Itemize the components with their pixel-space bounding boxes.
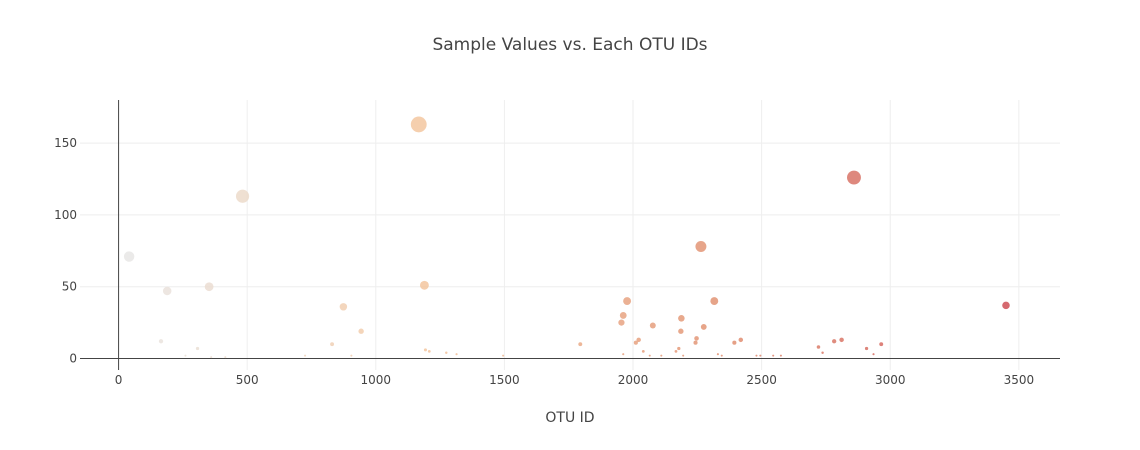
data-point[interactable] [619, 312, 627, 319]
data-point[interactable] [350, 354, 353, 357]
data-point[interactable] [622, 353, 625, 356]
data-point[interactable] [700, 324, 707, 330]
data-point[interactable] [455, 353, 458, 356]
data-point[interactable] [716, 353, 719, 356]
data-point[interactable] [235, 189, 250, 203]
data-point[interactable] [410, 116, 427, 133]
x-tick-label: 3500 [1004, 373, 1035, 387]
data-point[interactable] [578, 342, 583, 347]
data-point[interactable] [204, 282, 214, 292]
data-point[interactable] [649, 322, 656, 329]
grid-lines [80, 100, 1060, 370]
data-point[interactable] [358, 328, 364, 334]
x-tick-label: 2000 [618, 373, 649, 387]
data-point[interactable] [677, 346, 681, 351]
x-axis-title: OTU ID [545, 410, 594, 426]
data-point[interactable] [158, 339, 164, 344]
data-point[interactable] [755, 354, 758, 357]
x-tick-label: 2500 [746, 373, 777, 387]
data-point[interactable] [682, 354, 685, 357]
data-point[interactable] [210, 356, 213, 359]
y-tick-label: 0 [69, 352, 77, 366]
data-point[interactable] [694, 336, 699, 341]
data-points[interactable] [123, 116, 1010, 359]
data-point[interactable] [821, 351, 824, 355]
data-point[interactable] [623, 297, 632, 305]
data-point[interactable] [618, 319, 625, 326]
data-point[interactable] [123, 251, 135, 262]
tick-labels: 0 500 1000 1500 2000 2500 3000 3500 0 50 100 150 [54, 136, 1034, 387]
data-point[interactable] [879, 342, 884, 347]
data-point[interactable] [674, 349, 678, 353]
x-tick-label: 500 [236, 373, 259, 387]
data-point[interactable] [839, 337, 844, 343]
data-point[interactable] [720, 354, 723, 357]
data-point[interactable] [641, 349, 645, 353]
data-point[interactable] [759, 354, 762, 357]
x-tick-label: 1000 [361, 373, 392, 387]
data-point[interactable] [648, 354, 651, 357]
data-point[interactable] [732, 340, 737, 345]
data-point[interactable] [678, 328, 684, 334]
data-point[interactable] [636, 337, 641, 343]
data-point[interactable] [738, 337, 744, 343]
x-tick-label: 3000 [875, 373, 906, 387]
data-point[interactable] [772, 354, 775, 357]
data-point[interactable] [502, 354, 505, 357]
x-tick-label: 1500 [489, 373, 520, 387]
data-point[interactable] [872, 353, 875, 356]
data-point[interactable] [339, 303, 348, 311]
data-point[interactable] [695, 241, 707, 252]
data-point[interactable] [678, 315, 685, 322]
data-point[interactable] [224, 356, 227, 359]
data-point[interactable] [330, 342, 335, 347]
data-point[interactable] [633, 340, 638, 345]
data-point[interactable] [693, 340, 698, 345]
data-point[interactable] [816, 345, 821, 349]
data-point[interactable] [864, 346, 869, 351]
data-point[interactable] [1002, 301, 1010, 310]
data-point[interactable] [660, 354, 663, 357]
x-tick-label: 0 [115, 373, 123, 387]
data-point[interactable] [847, 170, 861, 185]
data-point[interactable] [779, 354, 782, 357]
data-point[interactable] [184, 354, 187, 357]
data-point[interactable] [162, 286, 172, 296]
y-tick-label: 100 [54, 208, 77, 222]
data-point[interactable] [423, 348, 427, 352]
data-point[interactable] [419, 280, 429, 290]
data-point[interactable] [304, 354, 307, 357]
data-point[interactable] [195, 346, 200, 351]
y-tick-label: 50 [62, 280, 77, 294]
data-point[interactable] [427, 349, 431, 353]
data-point[interactable] [445, 351, 448, 355]
data-point[interactable] [710, 297, 719, 305]
y-tick-label: 150 [54, 136, 77, 150]
data-point[interactable] [832, 339, 837, 344]
chart-title: Sample Values vs. Each OTU IDs [432, 35, 707, 55]
axes [80, 100, 1060, 370]
